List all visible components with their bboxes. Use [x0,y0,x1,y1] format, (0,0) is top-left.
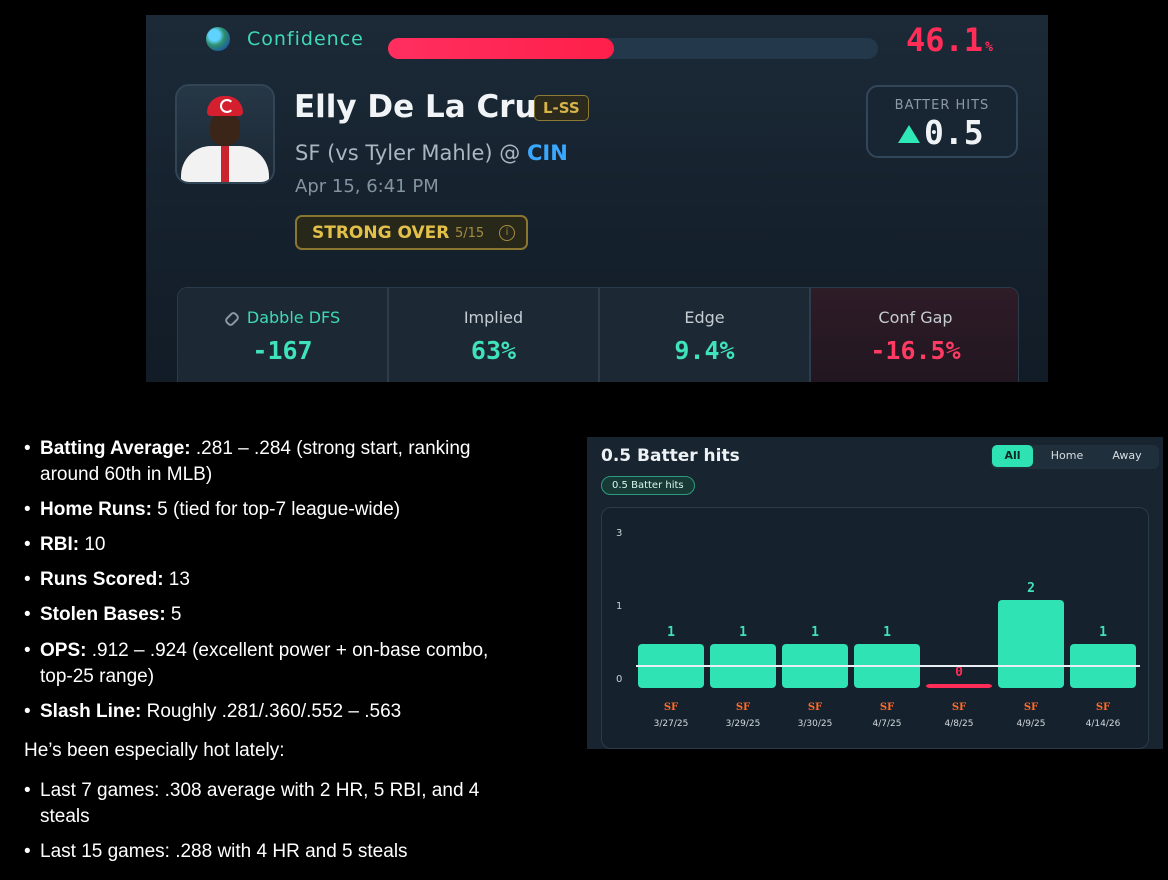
signal-label: STRONG OVER [312,223,450,243]
filter-away[interactable]: Away [1112,449,1142,462]
list-item: Home Runs: 5 (tied for top-7 league-wide… [24,497,500,523]
matchup-text: SF (vs Tyler Mahle) @ CIN [295,141,568,165]
prop-card[interactable]: Confidence 46.1% Elly De La Cruz L-SS SF… [146,15,1048,382]
bar-value-label: 2 [1027,581,1035,596]
prop-chip[interactable]: 0.5 Batter hits [601,476,695,495]
stat-value: 63% [470,336,517,365]
y-tick-label: 0 [616,674,622,685]
confidence-bar-fill [388,38,614,59]
filter-home[interactable]: Home [1050,449,1084,462]
stat-title: Conf Gap [878,308,953,327]
confidence-bar [388,38,878,59]
list-item: Batting Average: .281 – .284 (strong sta… [24,436,500,488]
list-item: RBI: 10 [24,532,500,558]
stat-edge: Edge 9.4% [598,288,809,382]
link-icon [223,310,241,327]
panel-title: 0.5 Batter hits [601,446,740,466]
game-time: Apr 15, 6:41 PM [295,176,439,197]
sf-giants-logo-icon: SF [664,702,678,713]
list-item: Last 7 games: .308 average with 2 HR, 5 … [24,778,500,830]
confidence-row: Confidence 46.1% [206,21,1036,59]
sf-giants-logo-icon: SF [808,702,822,713]
prop-line-value: 0.5 [924,113,984,152]
list-item: OPS: .912 – .924 (excellent power + on-b… [24,638,500,690]
stat-dabble: Dabble DFS -167 [178,288,387,382]
x-tick-label: 4/14/26 [1086,719,1121,729]
x-tick-label: 4/9/25 [1017,719,1046,729]
list-item: Stolen Bases: 5 [24,602,500,628]
sf-giants-logo-icon: SF [880,702,894,713]
sf-giants-logo-icon: SF [952,702,966,713]
brain-icon [206,27,230,51]
chart-area: 3 1 0 1 SF 3/27/25 1 SF 3/29/25 1 SF 3/30/25 1 SF 4/7/… [601,507,1149,749]
bar [926,684,992,688]
player-name: Elly De La Cruz [294,89,555,125]
stat-value: -16.5% [870,336,961,365]
bar [998,600,1064,688]
stat-title: Dabble DFS [178,308,387,327]
y-tick-label: 3 [616,528,622,539]
prop-label: BATTER HITS [894,98,990,113]
list-item: Last 15 games: .288 with 4 HR and 5 stea… [24,839,500,865]
bar-value-label: 1 [739,625,747,640]
prop-line-box: BATTER HITS 0.5 [866,85,1018,158]
stat-title: Implied [463,308,524,327]
bar-value-label: 0 [955,665,963,680]
history-panel: 0.5 Batter hits All Home Away 0.5 Batter… [587,437,1163,749]
player-avatar [175,84,275,184]
confidence-value: 46.1% [906,21,993,59]
team-link[interactable]: CIN [526,141,568,165]
bar-chart: 3 1 0 1 SF 3/27/25 1 SF 3/29/25 1 SF 3/30/25 1 SF 4/7/… [616,528,1140,729]
x-tick-label: 3/30/25 [798,719,833,729]
stat-title: Edge [684,308,725,327]
hot-intro: He’s been especially hot lately: [24,740,285,761]
sf-giants-logo-icon: SF [1024,702,1038,713]
filter-tabs: All Home Away [991,445,1159,469]
x-tick-label: 3/27/25 [654,719,689,729]
bar-value-label: 1 [667,625,675,640]
stat-value: 9.4% [674,336,735,365]
stat-implied: Implied 63% [387,288,598,382]
x-tick-label: 4/7/25 [873,719,902,729]
list-item: Runs Scored: 13 [24,567,500,593]
filter-all[interactable]: All [992,445,1033,467]
bar-value-label: 1 [1099,625,1107,640]
x-tick-label: 3/29/25 [726,719,761,729]
stat-conf-gap: Conf Gap -16.5% [809,288,1018,382]
signal-badge[interactable]: STRONG OVER 5/15 i [295,215,528,250]
info-icon[interactable]: i [499,225,515,241]
y-tick-label: 1 [616,601,622,612]
stat-value: -167 [252,336,313,365]
up-triangle-icon [898,125,920,143]
position-badge: L-SS [534,95,589,121]
sf-giants-logo-icon: SF [1096,702,1110,713]
bar-value-label: 1 [811,625,819,640]
bar-value-label: 1 [883,625,891,640]
list-item: Slash Line: Roughly .281/.360/.552 – .56… [24,699,500,725]
confidence-label: Confidence [247,28,364,50]
sf-giants-logo-icon: SF [736,702,750,713]
signal-count: 5/15 [455,226,485,241]
stats-row: Dabble DFS -167 Implied 63% Edge 9.4% Co… [177,287,1019,382]
x-tick-label: 4/8/25 [945,719,974,729]
